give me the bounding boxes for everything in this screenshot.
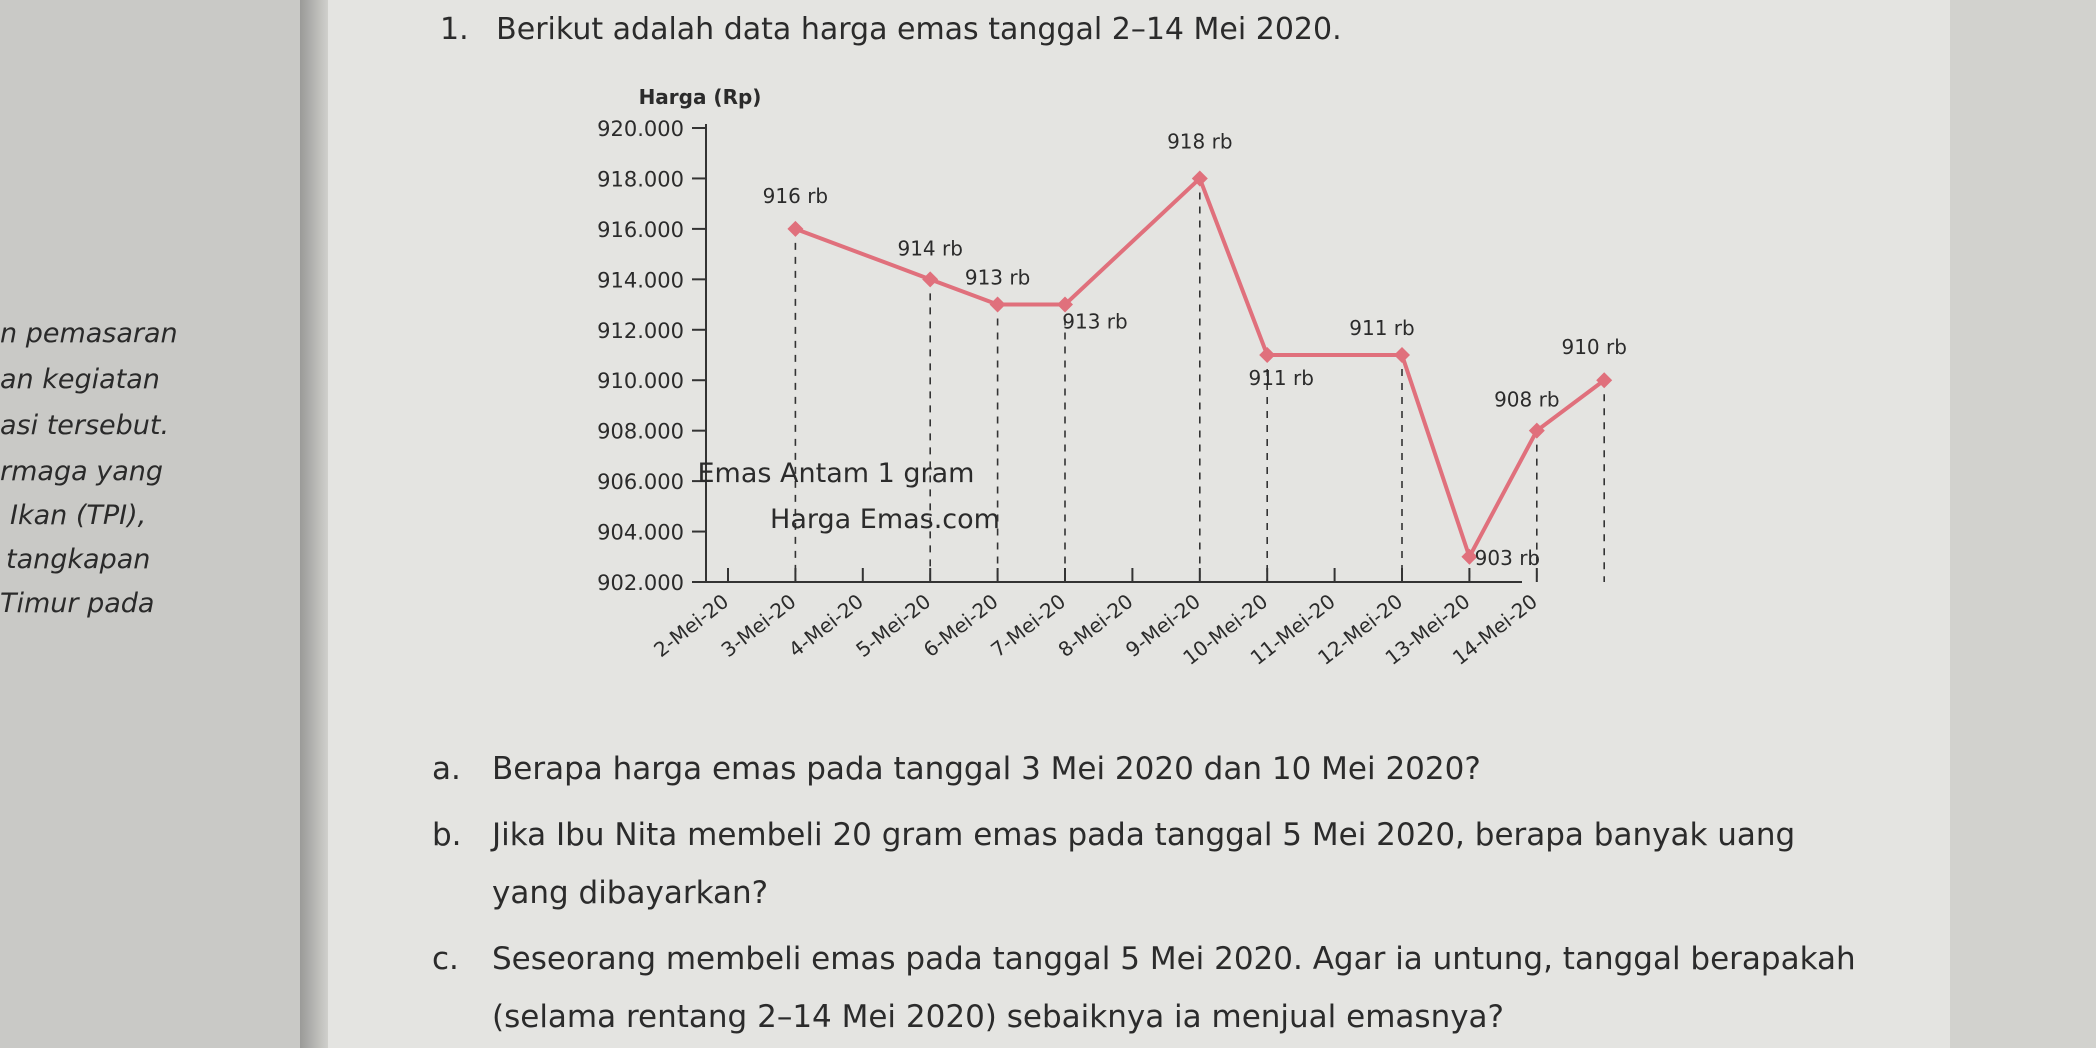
side-text-line: Timur pada xyxy=(0,588,155,619)
data-point-marker xyxy=(922,271,939,288)
y-tick-label: 906.000 xyxy=(597,470,684,494)
data-value-label: 916 rb xyxy=(763,184,828,208)
chart-annotation-line-2: Harga Emas.com xyxy=(770,504,1000,535)
y-tick-label: 908.000 xyxy=(597,420,684,444)
side-text-line: an kegiatan xyxy=(0,364,160,395)
side-text-line: tangkapan xyxy=(6,544,151,575)
question-header: 1. Berikut adalah data harga emas tangga… xyxy=(440,12,1342,47)
question-list: a. Berapa harga emas pada tanggal 3 Mei … xyxy=(432,740,1872,1046)
price-line xyxy=(794,176,1606,559)
data-value-label: 911 rb xyxy=(1248,366,1313,390)
y-tick-label: 918.000 xyxy=(597,167,684,191)
data-value-label: 913 rb xyxy=(1062,310,1127,334)
question-item-b: b. Jika Ibu Nita membeli 20 gram emas pa… xyxy=(432,806,1872,922)
data-point-marker xyxy=(1596,372,1613,389)
data-value-label: 913 rb xyxy=(965,266,1030,290)
question-label: c. xyxy=(432,941,459,977)
question-title: Berikut adalah data harga emas tanggal 2… xyxy=(496,12,1342,47)
y-axis-title: Harga (Rp) xyxy=(639,85,762,109)
x-tick-label: 5-Mei-20 xyxy=(851,589,935,662)
x-tick-label: 3-Mei-20 xyxy=(717,589,801,662)
data-value-label: 908 rb xyxy=(1494,388,1559,412)
y-tick-label: 920.000 xyxy=(597,117,684,141)
side-text-line: n pemasaran xyxy=(0,318,178,349)
data-value-label: 918 rb xyxy=(1167,129,1232,153)
data-point-marker xyxy=(1259,347,1276,363)
gold-price-chart: Harga (Rp) 902.000 904.000 906.000 908.000 9… xyxy=(597,85,1627,670)
page-gutter xyxy=(300,0,328,1048)
question-label: b. xyxy=(432,817,462,853)
question-text: Seseorang membeli emas pada tanggal 5 Me… xyxy=(492,941,1856,1035)
y-tick-label: 912.000 xyxy=(597,319,684,343)
y-tick-label: 914.000 xyxy=(597,268,684,292)
question-text: Berapa harga emas pada tanggal 3 Mei 202… xyxy=(492,751,1481,787)
data-point-marker xyxy=(787,220,804,237)
data-value-label: 903 rb xyxy=(1475,546,1540,570)
data-point-marker xyxy=(989,296,1006,313)
data-point-marker xyxy=(1528,422,1545,439)
data-point-marker xyxy=(1394,347,1410,363)
y-tick-label: 904.000 xyxy=(597,521,684,545)
book-page xyxy=(325,0,2045,1048)
data-point-marker xyxy=(1057,296,1073,313)
y-tick-label: 902.000 xyxy=(597,571,684,595)
left-page-strip xyxy=(0,0,310,1048)
question-item-a: a. Berapa harga emas pada tanggal 3 Mei … xyxy=(432,740,1872,798)
y-tick-label: 910.000 xyxy=(597,369,684,393)
x-tick-label: 7-Mei-20 xyxy=(986,589,1070,662)
data-value-label: 914 rb xyxy=(897,236,962,260)
question-number: 1. xyxy=(440,12,469,47)
right-page-strip xyxy=(1950,0,2096,1048)
question-item-c: c. Seseorang membeli emas pada tanggal 5… xyxy=(432,930,1872,1046)
x-tick-label: 2-Mei-20 xyxy=(649,589,733,662)
question-text: Jika Ibu Nita membeli 20 gram emas pada … xyxy=(492,817,1796,911)
question-label: a. xyxy=(432,751,461,787)
data-value-label: 910 rb xyxy=(1561,335,1626,359)
data-value-label: 911 rb xyxy=(1349,316,1414,340)
chart-annotation-line-1: Emas Antam 1 gram xyxy=(697,458,974,489)
x-tick-label: 6-Mei-20 xyxy=(919,589,1003,662)
y-tick-label: 916.000 xyxy=(597,218,684,242)
x-tick-label: 8-Mei-20 xyxy=(1054,589,1138,662)
x-tick-label: 4-Mei-20 xyxy=(784,589,868,662)
side-text-line: asi tersebut. xyxy=(0,410,170,441)
side-text-line: rmaga yang xyxy=(0,456,163,487)
data-point-marker xyxy=(1191,170,1208,187)
side-text-line: Ikan (TPI), xyxy=(10,500,147,531)
data-point-marker xyxy=(1461,548,1478,565)
